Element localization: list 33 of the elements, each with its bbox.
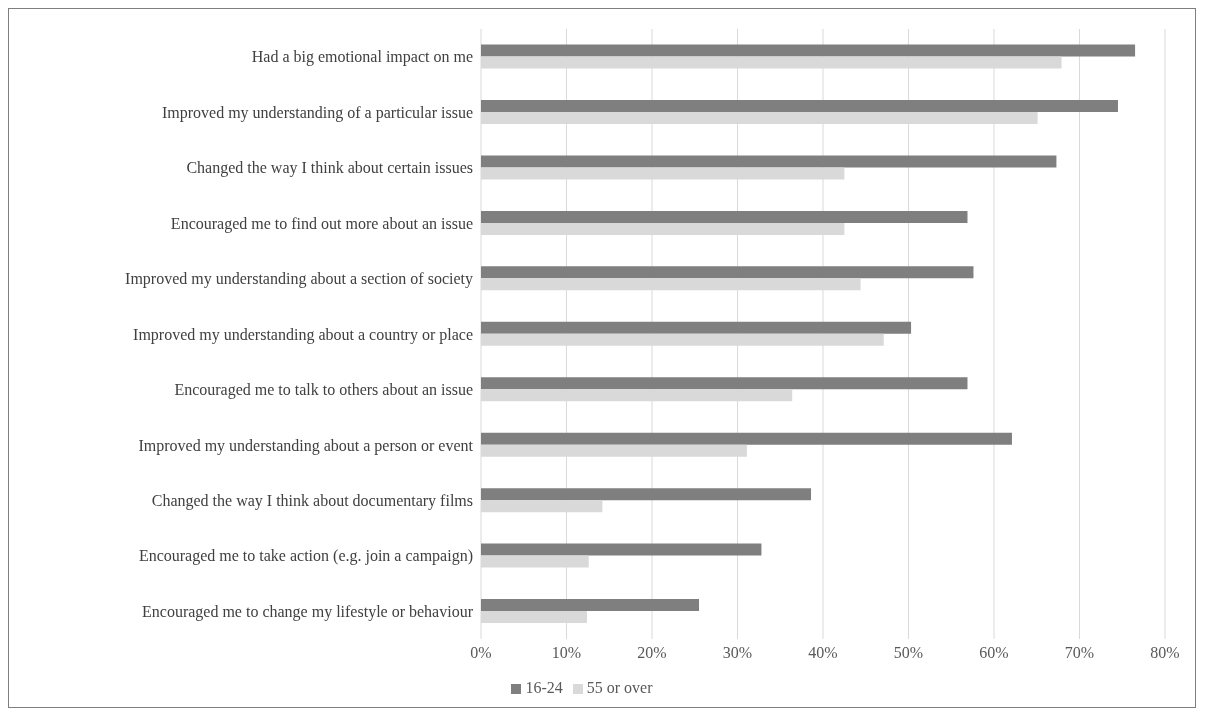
- y-tick-label: Improved my understanding about a person or event: [138, 436, 474, 455]
- bar: [481, 155, 1057, 168]
- bar: [481, 321, 912, 334]
- y-tick-label: Improved my understanding about a country or place: [133, 325, 473, 344]
- y-tick-label: Improved my understanding about a section of society: [125, 270, 473, 289]
- bar: [481, 44, 1136, 57]
- bar: [481, 543, 762, 556]
- y-tick-label: Encouraged me to talk to others about an issue: [174, 381, 473, 400]
- x-tick-label: 70%: [1064, 644, 1095, 662]
- x-tick-label: 60%: [979, 644, 1009, 662]
- x-tick-label: 50%: [893, 644, 924, 662]
- x-tick-label: 0%: [470, 644, 492, 662]
- legend-label: 55 or over: [586, 679, 653, 696]
- y-tick-label: Encouraged me to change my lifestyle or behaviour: [142, 602, 474, 621]
- x-tick-label: 80%: [1150, 644, 1180, 662]
- y-tick-label: Changed the way I think about certain issues: [186, 159, 473, 178]
- bar: [481, 99, 1118, 112]
- bar: [481, 432, 1012, 445]
- bar: [481, 266, 974, 279]
- bar: [481, 377, 968, 390]
- x-tick-label: 20%: [637, 644, 667, 662]
- x-tick-label: 30%: [722, 644, 753, 662]
- y-tick-label: Had a big emotional impact on me: [251, 48, 473, 67]
- x-tick-label: 10%: [551, 644, 582, 662]
- y-tick-label: Improved my understanding of a particular issue: [161, 103, 473, 122]
- x-tick-label: 40%: [808, 644, 838, 662]
- y-tick-label: Changed the way I think about documentary films: [151, 492, 473, 511]
- bar: [481, 210, 968, 223]
- legend-label: 16-24: [525, 679, 563, 696]
- bar: [481, 488, 812, 501]
- bar: [481, 599, 700, 612]
- y-tick-label: Encouraged me to find out more about an issue: [170, 214, 473, 233]
- y-tick-label: Encouraged me to take action (e.g. join a campaign): [138, 547, 473, 566]
